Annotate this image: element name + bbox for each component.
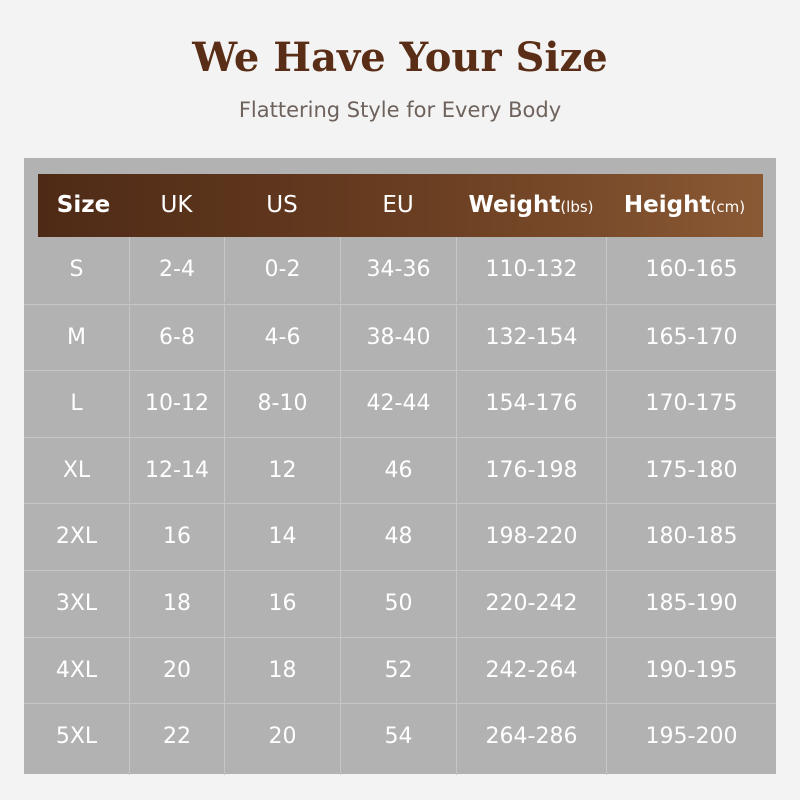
table-cell: 48 — [340, 504, 456, 571]
header-unit: (lbs) — [560, 198, 594, 216]
table-cell: 54 — [340, 704, 456, 776]
table-cell: 38-40 — [340, 304, 456, 371]
table-cell: 42-44 — [340, 371, 456, 438]
header-label: Weight — [468, 192, 561, 218]
table-cell: 180-185 — [606, 504, 776, 571]
header-height: Height(cm) — [606, 174, 763, 237]
table-row: XL 12-14 12 46 176-198 175-180 — [24, 436, 776, 504]
table-cell: 8-10 — [224, 371, 340, 438]
header-size: Size — [38, 174, 129, 237]
table-cell: 16 — [129, 504, 224, 571]
header-label: Size — [56, 192, 111, 218]
table-cell: 6-8 — [129, 304, 224, 371]
table-cell: 4-6 — [224, 304, 340, 371]
table-cell: 20 — [129, 637, 224, 704]
header-label: US — [266, 192, 298, 218]
table-cell: 50 — [340, 571, 456, 637]
page-subtitle: Flattering Style for Every Body — [238, 98, 562, 122]
table-cell: 34-36 — [340, 237, 456, 303]
table-cell: 18 — [129, 571, 224, 637]
table-cell: 10-12 — [129, 371, 224, 438]
table-cell: 242-264 — [456, 637, 606, 704]
table-cell: 176-198 — [456, 437, 606, 504]
table-cell: 46 — [340, 437, 456, 504]
header-us: US — [224, 174, 340, 237]
table-cell: 154-176 — [456, 371, 606, 438]
table-cell: 20 — [224, 704, 340, 776]
page-title: We Have Your Size — [192, 34, 608, 81]
table-cell: XL — [62, 457, 91, 483]
table-cell: 195-200 — [606, 704, 776, 776]
table-cell: 190-195 — [606, 637, 776, 704]
table-cell: 185-190 — [606, 571, 776, 637]
header-eu: EU — [340, 174, 456, 237]
size-chart-table: Size UK US EU Weight(lbs) Height(cm) S 2-4 0-2 3… — [24, 158, 776, 776]
table-cell: 12 — [224, 437, 340, 504]
table-cell: 3XL — [55, 591, 98, 616]
table-row: 2XL 16 14 48 198-220 180-185 — [24, 503, 776, 571]
table-cell: 165-170 — [606, 304, 776, 371]
table-cell: 170-175 — [606, 371, 776, 438]
header-unit: (cm) — [710, 198, 746, 216]
table-row: 5XL 22 20 54 264-286 195-200 — [24, 703, 776, 776]
table-cell: 16 — [224, 571, 340, 637]
table-cell: 2XL — [55, 524, 98, 550]
header-label: UK — [160, 192, 193, 218]
table-cell: 52 — [340, 637, 456, 704]
table-cell: 22 — [129, 704, 224, 776]
header-label: Height — [623, 192, 711, 218]
table-cell: 198-220 — [456, 504, 606, 571]
table-cell: 220-242 — [456, 571, 606, 637]
table-cell: 5XL — [55, 724, 98, 750]
table-cell: L — [70, 391, 83, 417]
table-cell: 2-4 — [129, 237, 224, 303]
header-weight: Weight(lbs) — [456, 174, 606, 237]
table-cell: 18 — [224, 637, 340, 704]
table-row: 4XL 20 18 52 242-264 190-195 — [24, 636, 776, 704]
table-cell: 160-165 — [606, 237, 776, 303]
table-row: L 10-12 8-10 42-44 154-176 170-175 — [24, 370, 776, 438]
table-cell: 110-132 — [456, 237, 606, 303]
table-cell: M — [67, 324, 86, 350]
table-cell: 0-2 — [224, 237, 340, 303]
table-cell: 4XL — [55, 657, 98, 683]
table-row: S 2-4 0-2 34-36 110-132 160-165 — [24, 237, 776, 303]
header-label: EU — [382, 192, 414, 218]
table-header: Size UK US EU Weight(lbs) Height(cm) — [38, 174, 763, 237]
table-row: 3XL 18 16 50 220-242 185-190 — [24, 570, 776, 637]
table-cell: 132-154 — [456, 304, 606, 371]
table-cell: 14 — [224, 504, 340, 571]
table-cell: 175-180 — [606, 437, 776, 504]
table-cell: S — [69, 257, 84, 282]
table-cell: 12-14 — [129, 437, 224, 504]
table-row: M 6-8 4-6 38-40 132-154 165-170 — [24, 303, 776, 371]
header-uk: UK — [129, 174, 224, 237]
table-cell: 264-286 — [456, 704, 606, 776]
